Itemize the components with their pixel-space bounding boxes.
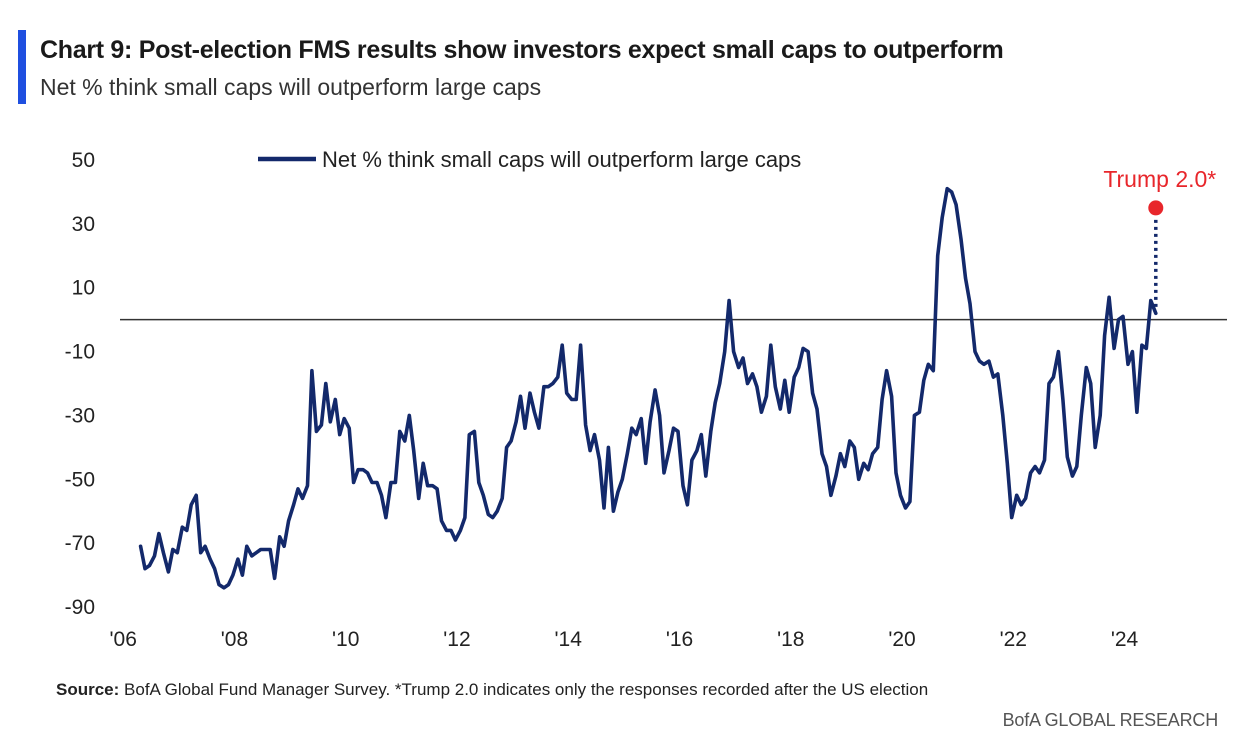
x-tick-label: '12: [443, 628, 470, 651]
y-tick-label: -90: [65, 596, 95, 619]
y-tick-label: -70: [65, 532, 95, 555]
y-tick-label: 30: [72, 213, 95, 236]
x-tick-label: '20: [888, 628, 915, 651]
source-text: BofA Global Fund Manager Survey. *Trump …: [124, 680, 929, 699]
y-tick-label: 10: [72, 277, 95, 300]
source-label: Source:: [56, 680, 120, 699]
x-tick-label: '08: [221, 628, 248, 651]
accent-bar: [18, 30, 26, 104]
legend: Net % think small caps will outperform l…: [258, 147, 801, 172]
y-axis-ticks: 50 30 10 -10 -30 -50 -70 -90: [65, 149, 95, 619]
branding: BofA GLOBAL RESEARCH: [1002, 710, 1219, 730]
y-tick-label: -10: [65, 341, 95, 364]
annotation-label: Trump 2.0*: [1103, 166, 1216, 192]
y-tick-label: -30: [65, 404, 95, 427]
chart-subtitle: Net % think small caps will outperform l…: [40, 74, 542, 100]
x-tick-label: '14: [555, 628, 583, 651]
x-tick-label: '10: [332, 628, 359, 651]
x-tick-label: '18: [777, 628, 804, 651]
x-tick-label: '06: [110, 628, 137, 651]
annotation-dot: [1148, 200, 1164, 216]
chart-title: Chart 9: Post-election FMS results show …: [40, 36, 1004, 64]
series-line: [138, 186, 1158, 590]
x-tick-label: '16: [666, 628, 693, 651]
y-tick-label: 50: [72, 149, 95, 172]
source-note: Source: BofA Global Fund Manager Survey.…: [56, 680, 928, 700]
x-tick-label: '22: [1000, 628, 1027, 651]
legend-label: Net % think small caps will outperform l…: [322, 147, 801, 172]
y-tick-label: -50: [65, 468, 95, 491]
x-axis-ticks: '06 '08 '10 '12 '14 '16 '18 '20 '22 '24: [110, 628, 1139, 651]
trump-annotation: Trump 2.0*: [1103, 166, 1216, 307]
x-tick-label: '24: [1111, 628, 1139, 651]
